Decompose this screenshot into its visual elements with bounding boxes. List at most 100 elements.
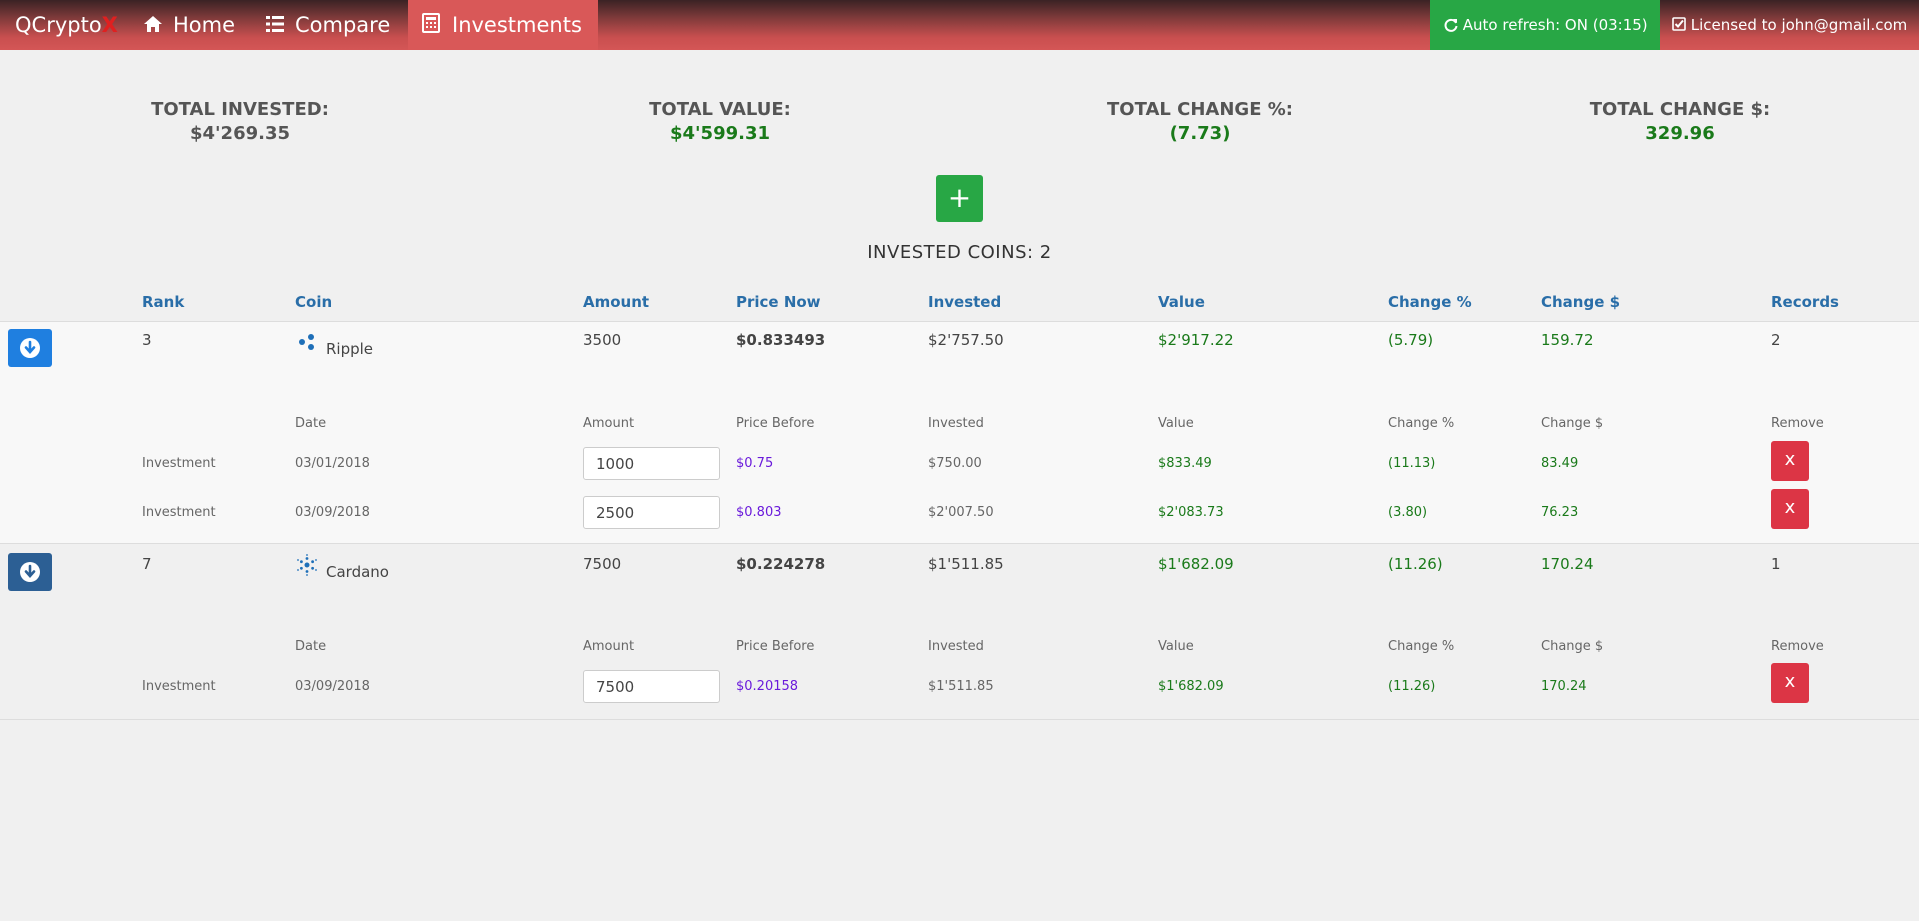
expand-button[interactable] xyxy=(8,553,52,591)
subheader-date: Date xyxy=(295,416,327,431)
nav-home[interactable]: Home xyxy=(143,0,235,50)
total-invested-value: $4'269.35 xyxy=(189,123,291,144)
navbar: QCryptoX Home Compare Investments Auto r… xyxy=(0,0,1919,50)
investment-invested: $2'007.50 xyxy=(928,505,994,520)
subheader-invested: Invested xyxy=(928,639,984,654)
rank-cell: 3 xyxy=(142,331,152,349)
rank-cell: 7 xyxy=(142,555,152,573)
brand-x: X xyxy=(101,13,118,37)
investment-change-pct: (11.26) xyxy=(1388,679,1436,694)
checkbox-icon xyxy=(1672,16,1691,34)
investment-invested: $1'511.85 xyxy=(928,679,994,694)
subheader-change-usd: Change $ xyxy=(1541,639,1604,654)
investment-type: Investment xyxy=(142,456,216,471)
invested-cell: $2'757.50 xyxy=(928,331,1004,349)
auto-refresh-label: Auto refresh: ON (03:15) xyxy=(1462,16,1648,34)
investment-date: 03/09/2018 xyxy=(295,505,370,520)
value-cell: $2'917.22 xyxy=(1158,331,1234,349)
subheader-price-before: Price Before xyxy=(736,416,815,431)
header-change-pct[interactable]: Change % xyxy=(1388,293,1472,311)
nav-investments[interactable]: Investments xyxy=(408,0,598,50)
total-change-usd-label: TOTAL CHANGE $: xyxy=(1589,99,1771,120)
coin-name[interactable]: Cardano xyxy=(326,563,389,581)
subheader-value: Value xyxy=(1158,416,1194,431)
investment-change-usd: 170.24 xyxy=(1541,679,1587,694)
total-invested-label: TOTAL INVESTED: xyxy=(151,99,329,120)
change-pct-cell: (5.79) xyxy=(1388,331,1434,349)
investment-type: Investment xyxy=(142,505,216,520)
investment-date: 03/01/2018 xyxy=(295,456,370,471)
investment-change-usd: 83.49 xyxy=(1541,456,1579,471)
header-records[interactable]: Records xyxy=(1771,293,1839,311)
investment-change-usd: 76.23 xyxy=(1541,505,1579,520)
investment-value: $2'083.73 xyxy=(1158,505,1224,520)
header-value[interactable]: Value xyxy=(1158,293,1205,311)
total-value-label: TOTAL VALUE: xyxy=(649,99,791,120)
change-usd-cell: 170.24 xyxy=(1541,555,1594,573)
total-change-pct-label: TOTAL CHANGE %: xyxy=(1107,99,1293,120)
price-now-cell: $0.224278 xyxy=(736,555,826,573)
header-coin[interactable]: Coin xyxy=(295,293,333,311)
home-icon xyxy=(143,1,163,51)
investment-change-pct: (11.13) xyxy=(1388,456,1436,471)
subheader-change-usd: Change $ xyxy=(1541,416,1604,431)
coin-row-cardano xyxy=(0,544,1919,720)
subheader-remove: Remove xyxy=(1771,639,1824,654)
brand-logo[interactable]: QCryptoX xyxy=(15,0,118,50)
invested-cell: $1'511.85 xyxy=(928,555,1004,573)
header-price-now[interactable]: Price Now xyxy=(736,293,821,311)
change-pct-cell: (11.26) xyxy=(1388,555,1443,573)
investment-amount-input[interactable] xyxy=(583,447,720,480)
total-change-pct-value: (7.73) xyxy=(1169,123,1231,144)
investment-type: Investment xyxy=(142,679,216,694)
calculator-icon xyxy=(422,1,442,51)
subheader-amount: Amount xyxy=(583,416,635,431)
total-change-usd: TOTAL CHANGE $: 329.96 xyxy=(1530,98,1830,146)
header-divider xyxy=(0,321,1919,322)
remove-investment-button[interactable]: x xyxy=(1771,441,1809,481)
license-label: Licensed to john@gmail.com xyxy=(1690,16,1908,34)
total-change-usd-value: 329.96 xyxy=(1645,123,1715,144)
header-rank[interactable]: Rank xyxy=(142,293,185,311)
cardano-icon xyxy=(296,554,318,580)
header-amount[interactable]: Amount xyxy=(583,293,650,311)
subheader-price-before: Price Before xyxy=(736,639,815,654)
subheader-value: Value xyxy=(1158,639,1194,654)
add-investment-button[interactable]: + xyxy=(936,175,983,222)
total-change-pct: TOTAL CHANGE %: (7.73) xyxy=(1050,98,1350,146)
expand-button[interactable] xyxy=(8,329,52,367)
auto-refresh-toggle[interactable]: Auto refresh: ON (03:15) xyxy=(1430,0,1660,50)
total-value-value: $4'599.31 xyxy=(669,123,771,144)
header-change-usd[interactable]: Change $ xyxy=(1541,293,1621,311)
investment-change-pct: (3.80) xyxy=(1388,505,1428,520)
value-cell: $1'682.09 xyxy=(1158,555,1234,573)
amount-cell: 7500 xyxy=(583,555,622,573)
investment-amount-input[interactable] xyxy=(583,670,720,703)
price-now-cell: $0.833493 xyxy=(736,331,826,349)
investment-price-before: $0.20158 xyxy=(736,679,799,694)
nav-compare-label: Compare xyxy=(295,13,391,37)
coin-name[interactable]: Ripple xyxy=(326,340,374,358)
remove-investment-button[interactable]: x xyxy=(1771,663,1809,703)
subheader-amount: Amount xyxy=(583,639,635,654)
header-invested[interactable]: Invested xyxy=(928,293,1002,311)
total-invested: TOTAL INVESTED: $4'269.35 xyxy=(90,98,390,146)
subheader-invested: Invested xyxy=(928,416,984,431)
investment-price-before: $0.803 xyxy=(736,505,782,520)
license-info: Licensed to john@gmail.com xyxy=(1660,0,1919,50)
change-usd-cell: 159.72 xyxy=(1541,331,1594,349)
nav-investments-label: Investments xyxy=(452,13,582,37)
nav-compare[interactable]: Compare xyxy=(265,0,390,50)
subheader-change-pct: Change % xyxy=(1388,416,1455,431)
total-value: TOTAL VALUE: $4'599.31 xyxy=(570,98,870,146)
subheader-date: Date xyxy=(295,639,327,654)
nav-home-label: Home xyxy=(173,13,236,37)
investment-value: $833.49 xyxy=(1158,456,1212,471)
amount-cell: 3500 xyxy=(583,331,622,349)
subheader-remove: Remove xyxy=(1771,416,1824,431)
investment-amount-input[interactable] xyxy=(583,496,720,529)
investment-value: $1'682.09 xyxy=(1158,679,1224,694)
refresh-icon xyxy=(1444,16,1463,34)
brand-name: QCrypto xyxy=(15,13,102,37)
remove-investment-button[interactable]: x xyxy=(1771,489,1809,529)
